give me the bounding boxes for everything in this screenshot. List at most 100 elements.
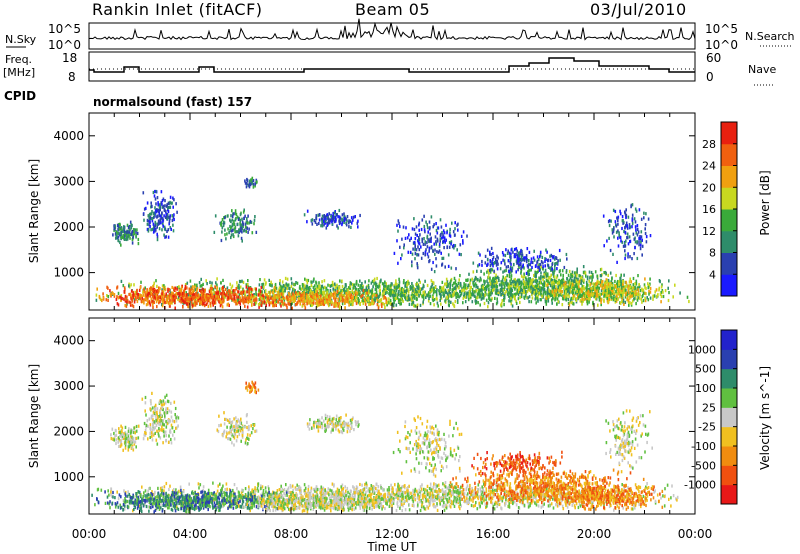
range-cell: [125, 304, 128, 308]
range-cell: [193, 298, 196, 302]
range-cell: [503, 285, 506, 290]
range-cell: [261, 294, 264, 298]
range-cell: [553, 289, 556, 293]
range-cell: [430, 239, 432, 243]
range-cell: [545, 299, 548, 303]
range-cell: [205, 295, 208, 299]
range-cell: [571, 270, 574, 274]
range-cell: [578, 274, 580, 278]
range-cell: [230, 290, 232, 294]
range-cell: [456, 248, 458, 252]
range-cell: [494, 282, 496, 286]
range-cell: [615, 224, 618, 228]
range-cell: [334, 297, 337, 301]
range-cell: [642, 293, 644, 297]
range-cell: [505, 278, 508, 282]
range-cell: [478, 292, 481, 296]
range-cell: [606, 239, 608, 243]
range-cell: [559, 293, 562, 297]
range-cell: [357, 219, 359, 223]
range-cell: [341, 295, 344, 299]
range-cell: [449, 231, 451, 235]
range-cell: [275, 299, 278, 304]
range-cell: [484, 293, 486, 297]
range-cell: [516, 290, 519, 294]
range-cell: [540, 298, 542, 302]
range-cell: [564, 281, 567, 285]
range-cell: [453, 276, 456, 280]
range-cell: [634, 296, 636, 300]
range-cell: [446, 279, 449, 284]
range-cell: [624, 285, 627, 289]
range-cell: [583, 287, 586, 291]
range-cell: [333, 295, 335, 299]
range-cell: [582, 285, 585, 289]
range-cell: [310, 218, 313, 223]
range-cell: [163, 227, 166, 231]
range-cell: [157, 222, 160, 226]
range-cell: [623, 273, 625, 277]
range-cell: [357, 300, 359, 304]
range-cell: [178, 289, 181, 293]
range-cell: [383, 284, 385, 288]
range-cell: [242, 290, 245, 294]
range-cell: [153, 281, 155, 285]
range-cell: [244, 294, 247, 298]
range-cell: [238, 293, 241, 297]
range-cell: [420, 227, 423, 232]
range-cell: [449, 227, 451, 231]
range-cell: [664, 289, 667, 293]
range-cell: [156, 238, 159, 242]
range-cell: [396, 239, 398, 243]
range-cell: [246, 221, 249, 225]
range-cell: [265, 295, 267, 299]
range-cell: [510, 296, 512, 300]
range-cell: [328, 304, 330, 308]
range-cell: [308, 296, 311, 301]
range-cell: [238, 230, 240, 234]
range-cell: [419, 303, 422, 307]
range-cell: [238, 228, 240, 232]
range-cell: [519, 300, 521, 305]
range-cell: [543, 288, 546, 292]
range-cell: [548, 276, 550, 280]
range-cell: [573, 286, 576, 290]
range-cell: [368, 302, 370, 306]
range-cell: [472, 293, 474, 297]
range-cell: [476, 292, 479, 296]
range-cell: [371, 291, 373, 295]
range-cell: [424, 293, 426, 297]
range-cell: [592, 292, 594, 296]
range-cell: [213, 292, 215, 297]
range-cell: [488, 271, 490, 275]
range-cell: [240, 229, 242, 233]
range-cell: [400, 294, 403, 298]
range-cell: [641, 253, 643, 257]
range-cell: [644, 285, 646, 289]
range-cell: [404, 236, 407, 240]
range-cell: [167, 201, 170, 206]
range-cell: [338, 219, 340, 223]
range-cell: [288, 286, 291, 290]
range-cell: [434, 252, 436, 256]
range-cell: [618, 295, 621, 299]
range-cell: [231, 209, 233, 213]
range-cell: [128, 282, 130, 286]
range-cell: [448, 245, 451, 249]
range-cell: [483, 282, 486, 286]
range-cell: [590, 293, 593, 297]
range-cell: [581, 299, 583, 303]
range-cell: [550, 279, 553, 283]
range-cell: [451, 288, 454, 292]
range-cell: [172, 216, 175, 220]
range-cell: [459, 282, 462, 287]
range-cell: [441, 288, 444, 292]
range-cell: [592, 275, 594, 279]
range-cell: [601, 286, 604, 290]
range-cell: [367, 296, 369, 301]
range-cell: [132, 296, 134, 300]
range-cell: [617, 244, 620, 248]
range-cell: [264, 289, 267, 293]
range-cell: [541, 294, 543, 298]
range-cell: [268, 295, 271, 300]
